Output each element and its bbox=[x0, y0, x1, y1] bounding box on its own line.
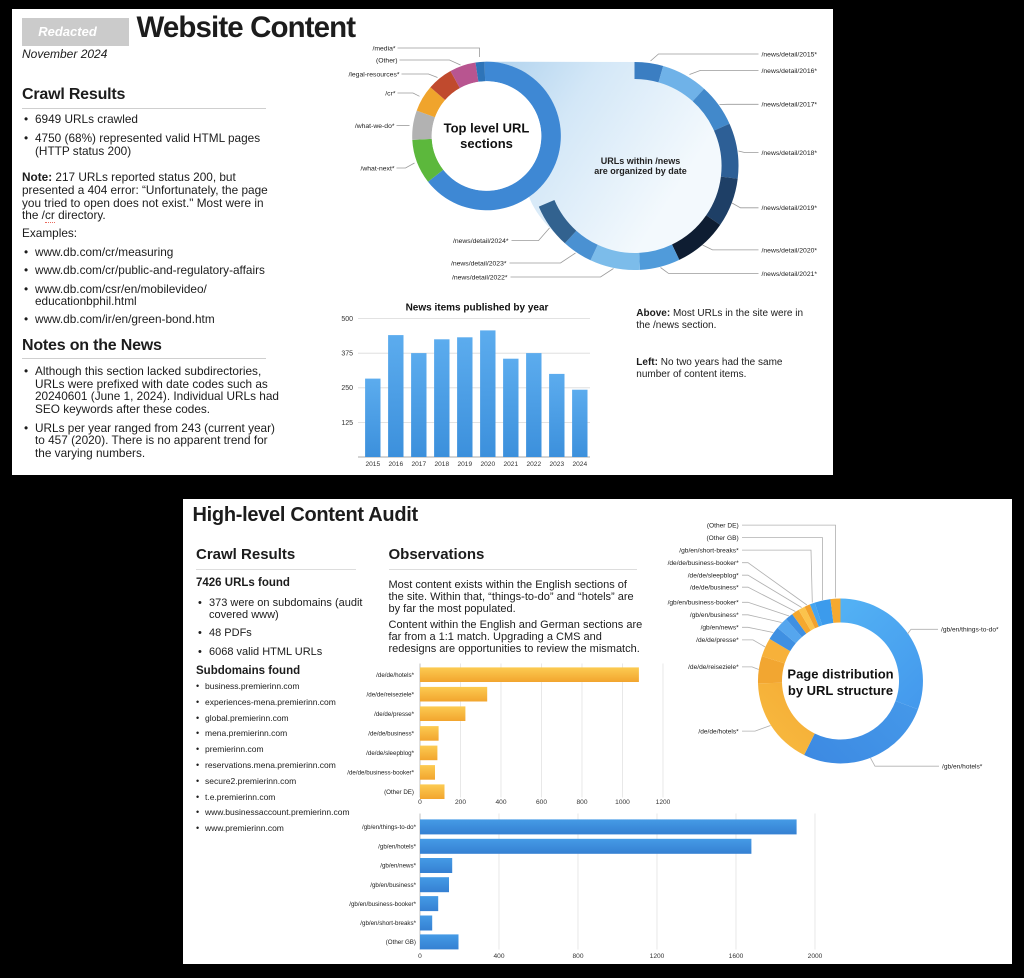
svg-text:/news/detail/2020*: /news/detail/2020* bbox=[761, 247, 817, 254]
svg-text:by URL structure: by URL structure bbox=[788, 683, 893, 698]
svg-text:(Other GB): (Other GB) bbox=[386, 939, 416, 946]
svg-text:/gb/en/news*: /gb/en/news* bbox=[380, 862, 416, 869]
svg-text:2022: 2022 bbox=[526, 461, 541, 468]
svg-text:800: 800 bbox=[572, 953, 583, 960]
svg-text:2019: 2019 bbox=[457, 461, 472, 468]
svg-text:/de/de/reiseziele*: /de/de/reiseziele* bbox=[688, 664, 739, 671]
svg-text:250: 250 bbox=[341, 385, 353, 392]
svg-text:/de/de/business-booker*: /de/de/business-booker* bbox=[347, 769, 414, 776]
svg-text:/gb/en/things-to-do*: /gb/en/things-to-do* bbox=[362, 824, 417, 831]
svg-text:/de/de/presse*: /de/de/presse* bbox=[696, 637, 739, 644]
svg-text:/gb/en/business*: /gb/en/business* bbox=[370, 881, 416, 888]
svg-text:Page distribution: Page distribution bbox=[787, 666, 893, 681]
svg-text:(Other GB): (Other GB) bbox=[706, 534, 738, 541]
svg-text:125: 125 bbox=[341, 420, 353, 427]
svg-text:600: 600 bbox=[536, 799, 547, 806]
svg-text:/de/de/sleepblog*: /de/de/sleepblog* bbox=[366, 750, 414, 757]
svg-text:/gb/en/news*: /gb/en/news* bbox=[701, 624, 740, 631]
svg-text:2024: 2024 bbox=[572, 461, 587, 468]
svg-text:URLs within /news: URLs within /news bbox=[600, 156, 680, 166]
svg-text:2023: 2023 bbox=[549, 461, 564, 468]
svg-text:/de/de/reiseziele*: /de/de/reiseziele* bbox=[367, 691, 415, 698]
svg-text:2017: 2017 bbox=[411, 461, 426, 468]
svg-text:0: 0 bbox=[418, 799, 422, 806]
svg-text:/de/de/business*: /de/de/business* bbox=[690, 584, 739, 591]
svg-text:2000: 2000 bbox=[808, 953, 823, 960]
svg-text:500: 500 bbox=[341, 316, 353, 323]
svg-text:/gb/en/business-booker*: /gb/en/business-booker* bbox=[668, 599, 740, 606]
svg-text:800: 800 bbox=[576, 799, 587, 806]
svg-text:News items published by year: News items published by year bbox=[405, 303, 548, 314]
svg-text:/gb/en/short-breaks*: /gb/en/short-breaks* bbox=[679, 547, 739, 554]
svg-text:/de/de/business-booker*: /de/de/business-booker* bbox=[668, 560, 740, 567]
svg-text:375: 375 bbox=[341, 351, 353, 358]
svg-text:1600: 1600 bbox=[729, 953, 744, 960]
svg-text:are organized by date: are organized by date bbox=[594, 166, 687, 176]
svg-text:/gb/en/business*: /gb/en/business* bbox=[690, 612, 739, 619]
svg-text:200: 200 bbox=[455, 799, 466, 806]
svg-text:2021: 2021 bbox=[503, 461, 518, 468]
svg-text:/news/detail/2024*: /news/detail/2024* bbox=[452, 238, 508, 245]
svg-text:1200: 1200 bbox=[650, 953, 665, 960]
svg-text:/news/detail/2017*: /news/detail/2017* bbox=[761, 102, 817, 109]
svg-text:/news/detail/2016*: /news/detail/2016* bbox=[761, 68, 817, 75]
svg-text:/news/detail/2022*: /news/detail/2022* bbox=[451, 274, 507, 281]
svg-text:/gb/en/short-breaks*: /gb/en/short-breaks* bbox=[360, 920, 416, 927]
svg-text:1200: 1200 bbox=[656, 799, 671, 806]
svg-text:/media*: /media* bbox=[372, 45, 395, 52]
svg-text:(Other DE): (Other DE) bbox=[707, 522, 739, 529]
svg-text:2016: 2016 bbox=[388, 461, 403, 468]
svg-text:/news/detail/2021*: /news/detail/2021* bbox=[761, 271, 817, 278]
svg-text:/gb/en/hotels*: /gb/en/hotels* bbox=[378, 843, 416, 850]
svg-text:2015: 2015 bbox=[365, 461, 380, 468]
svg-text:0: 0 bbox=[418, 953, 422, 960]
svg-text:/de/de/sleepblog*: /de/de/sleepblog* bbox=[688, 572, 739, 579]
svg-text:400: 400 bbox=[495, 799, 506, 806]
svg-text:sections: sections bbox=[460, 136, 513, 151]
svg-text:(Other DE): (Other DE) bbox=[384, 788, 414, 795]
svg-text:/gb/en/things-to-do*: /gb/en/things-to-do* bbox=[941, 626, 999, 633]
svg-text:/gb/en/hotels*: /gb/en/hotels* bbox=[942, 763, 983, 770]
svg-text:2018: 2018 bbox=[434, 461, 449, 468]
svg-text:2020: 2020 bbox=[480, 461, 495, 468]
svg-text:/news/detail/2015*: /news/detail/2015* bbox=[761, 51, 817, 58]
svg-text:400: 400 bbox=[493, 953, 504, 960]
svg-text:/de/de/presse*: /de/de/presse* bbox=[374, 710, 414, 717]
svg-text:/de/de/hotels*: /de/de/hotels* bbox=[376, 671, 414, 678]
svg-text:Top level URL: Top level URL bbox=[443, 120, 529, 135]
svg-text:/news/detail/2019*: /news/detail/2019* bbox=[761, 205, 817, 212]
svg-text:/cr*: /cr* bbox=[385, 90, 396, 97]
svg-text:(Other): (Other) bbox=[375, 58, 397, 65]
svg-text:1000: 1000 bbox=[615, 799, 630, 806]
svg-text:/de/de/business*: /de/de/business* bbox=[368, 730, 414, 737]
svg-text:/what-we-do*: /what-we-do* bbox=[354, 123, 394, 130]
svg-text:/legal-resources*: /legal-resources* bbox=[348, 71, 399, 78]
svg-text:/news/detail/2023*: /news/detail/2023* bbox=[450, 260, 506, 267]
svg-text:/de/de/hotels*: /de/de/hotels* bbox=[698, 728, 739, 735]
svg-text:/what-next*: /what-next* bbox=[360, 165, 394, 172]
svg-text:/news/detail/2018*: /news/detail/2018* bbox=[761, 150, 817, 157]
svg-text:/gb/en/business-booker*: /gb/en/business-booker* bbox=[349, 900, 416, 907]
